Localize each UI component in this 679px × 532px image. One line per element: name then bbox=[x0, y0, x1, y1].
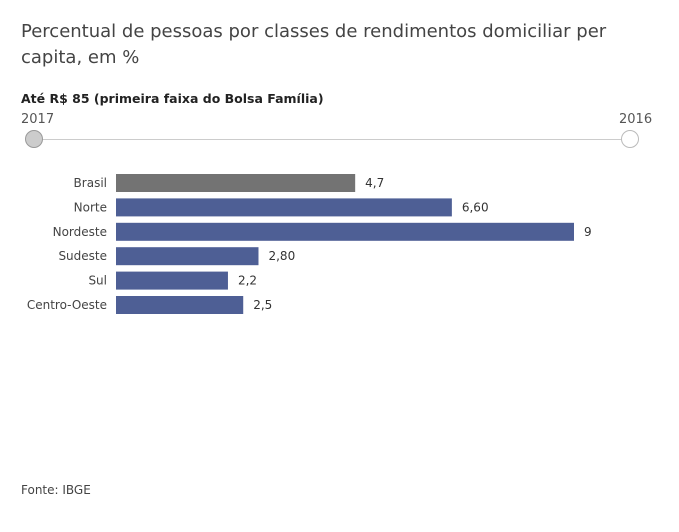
chart-subtitle: Até R$ 85 (primeira faixa do Bolsa Famíl… bbox=[21, 91, 324, 106]
category-label: Sudeste bbox=[58, 249, 107, 263]
value-label: 2,80 bbox=[268, 249, 295, 263]
category-label: Centro-Oeste bbox=[27, 298, 107, 312]
slider-track[interactable] bbox=[34, 139, 630, 140]
slider-end-stop[interactable] bbox=[621, 130, 639, 148]
value-label: 4,7 bbox=[365, 176, 384, 190]
slider-start-label: 2017 bbox=[21, 112, 55, 127]
bar-brasil[interactable] bbox=[116, 174, 356, 192]
chart-title: Percentual de pessoas por classes de ren… bbox=[21, 21, 607, 68]
source-note: Fonte: IBGE bbox=[21, 483, 91, 497]
value-label: 2,5 bbox=[253, 298, 272, 312]
value-label: 2,2 bbox=[238, 274, 257, 288]
bar-centro-oeste[interactable] bbox=[116, 296, 244, 314]
bar-norte[interactable] bbox=[116, 198, 452, 217]
bar-chart: Brasil 4,7 Norte 6,60 Nordeste 9 Sudeste 2,80 Su… bbox=[27, 174, 592, 314]
value-label: 6,60 bbox=[462, 200, 489, 214]
bar-sudeste[interactable] bbox=[116, 247, 259, 266]
bar-sul[interactable] bbox=[116, 271, 228, 290]
bar-nordeste[interactable] bbox=[116, 222, 574, 241]
category-label: Norte bbox=[74, 200, 107, 214]
value-label: 9 bbox=[584, 225, 592, 239]
slider-end-label: 2016 bbox=[619, 112, 653, 127]
category-label: Nordeste bbox=[53, 225, 107, 239]
category-label: Sul bbox=[88, 274, 107, 288]
slider-handle-selected[interactable] bbox=[25, 130, 43, 148]
category-label: Brasil bbox=[74, 176, 107, 190]
